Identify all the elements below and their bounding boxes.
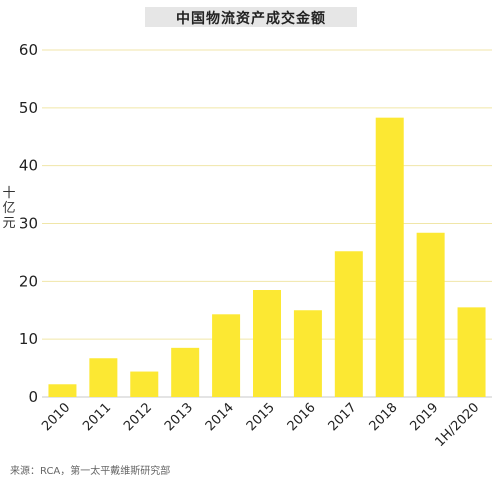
x-tick-label: 2012 xyxy=(121,400,155,434)
bar xyxy=(416,232,445,397)
y-tick-label: 30 xyxy=(19,215,38,233)
x-tick-label: 2014 xyxy=(203,400,237,434)
bar xyxy=(212,314,241,397)
x-tick-label: 2018 xyxy=(367,400,401,434)
y-tick-label: 40 xyxy=(19,157,38,175)
x-tick-label: 2017 xyxy=(326,400,360,434)
y-tick-label: 0 xyxy=(28,388,38,406)
y-tick-label: 10 xyxy=(19,330,38,348)
source-note: 来源：RCA，第一太平戴维斯研究部 xyxy=(10,466,171,477)
bar xyxy=(334,251,363,397)
chart-title: 中国物流资产成交金额 xyxy=(176,11,326,27)
x-tick-label: 2015 xyxy=(244,400,278,434)
bar xyxy=(130,371,159,397)
bar xyxy=(89,358,118,397)
bar xyxy=(293,310,322,397)
x-tick-label: 2011 xyxy=(80,400,114,434)
y-tick-label: 20 xyxy=(19,272,38,290)
title-background xyxy=(145,7,357,27)
y-tick-label: 50 xyxy=(19,99,38,117)
x-tick-label: 1H/2020 xyxy=(433,400,483,450)
y-tick-label: 60 xyxy=(19,41,38,59)
x-tick-label: 2010 xyxy=(39,400,73,434)
x-tick-label: 2016 xyxy=(285,400,319,434)
bar xyxy=(457,307,486,397)
bar xyxy=(171,347,200,397)
y-axis-label: 十亿元 xyxy=(2,186,16,231)
x-tick-label: 2013 xyxy=(162,400,196,434)
bar xyxy=(375,117,404,397)
bar xyxy=(48,384,77,397)
x-tick-label: 2019 xyxy=(407,400,441,434)
bar xyxy=(253,290,281,397)
